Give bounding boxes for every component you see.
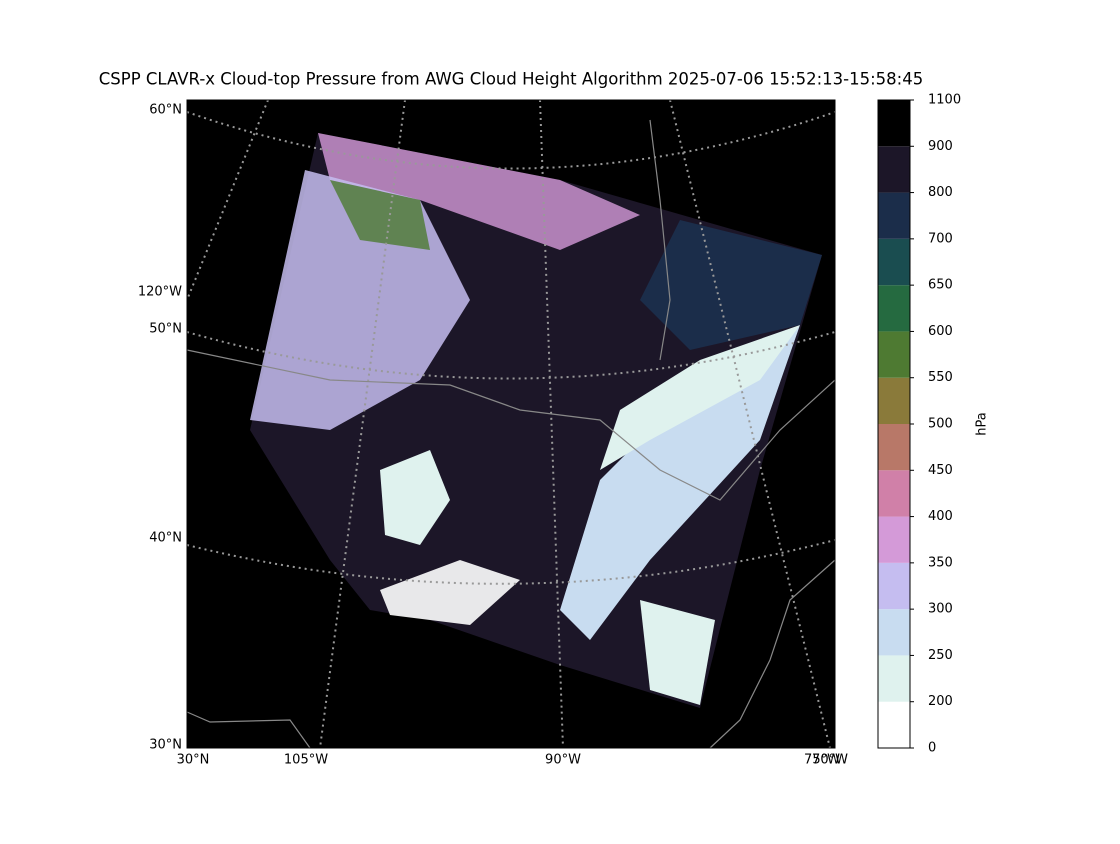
grid-line [319, 99, 406, 749]
grid-line [539, 99, 564, 749]
colorbar-band [878, 516, 910, 563]
lat-label: 30°N [149, 738, 182, 753]
colorbar-band [878, 146, 910, 193]
colorbar-tick-label: 1100 [928, 93, 961, 108]
colorbar-band [878, 655, 910, 702]
cloud [600, 325, 800, 470]
colorbar-tick-label: 700 [928, 231, 953, 246]
borders [186, 119, 836, 749]
bottom-label: 75°W [804, 753, 840, 768]
bottom-label: 70°W [812, 753, 848, 768]
cloud [560, 325, 800, 640]
colorbar-tick-label: 0 [928, 741, 936, 756]
border [186, 349, 836, 501]
colorbar-tick-label: 650 [928, 278, 953, 293]
cloud [380, 560, 520, 625]
border [186, 711, 311, 749]
bottom-label: 105°W [284, 753, 328, 768]
bottom-label: 90°W [545, 753, 581, 768]
bottom-label: 30°N [177, 753, 210, 768]
colorbar-band [878, 562, 910, 610]
colorbar-band [878, 100, 910, 147]
lat-label: 40°N [149, 531, 182, 546]
colorbar-tick-label: 350 [928, 555, 953, 570]
colorbar-band [878, 285, 910, 332]
colorbar-label: hPa [975, 412, 990, 435]
grid-line [186, 111, 836, 170]
cloud [380, 450, 450, 545]
colorbar-band [878, 192, 910, 239]
colorbar-band [878, 377, 910, 424]
lat-label: 60°N [149, 103, 182, 118]
graticule [186, 99, 836, 749]
cloud [640, 220, 822, 350]
colorbar-tick-label: 450 [928, 463, 953, 478]
colorbar-band [878, 331, 910, 378]
colorbar-band [878, 424, 910, 471]
coastline [649, 119, 671, 361]
colorbar-band [878, 609, 910, 656]
colorbar-tick-label: 200 [928, 694, 953, 709]
cloud [330, 180, 430, 250]
colorbar-tick-label: 400 [928, 509, 953, 524]
colorbar-band [878, 238, 910, 286]
colorbar-tick-label: 600 [928, 324, 953, 339]
colorbar-tick-label: 250 [928, 648, 953, 663]
map [186, 99, 836, 749]
lat-label: 50°N [149, 322, 182, 337]
colorbar: 0 200 250 300 350 400 450 500 550 600 650 700 800 900… [877, 93, 961, 756]
colorbar-tick-label: 550 [928, 370, 953, 385]
coastline [709, 559, 836, 749]
colorbar-tick-label: 300 [928, 602, 953, 617]
colorbar-band [878, 701, 910, 748]
colorbar-band [878, 470, 910, 517]
title: CSPP CLAVR-x Cloud-top Pressure from AWG… [99, 70, 923, 89]
colorbar-tick-label: 900 [928, 139, 953, 154]
lon-label: 120°W [138, 285, 182, 300]
map-frame [186, 99, 836, 749]
colorbar-tick-label: 800 [928, 185, 953, 200]
colorbar-tick-label: 500 [928, 417, 953, 432]
cloud [640, 600, 715, 705]
